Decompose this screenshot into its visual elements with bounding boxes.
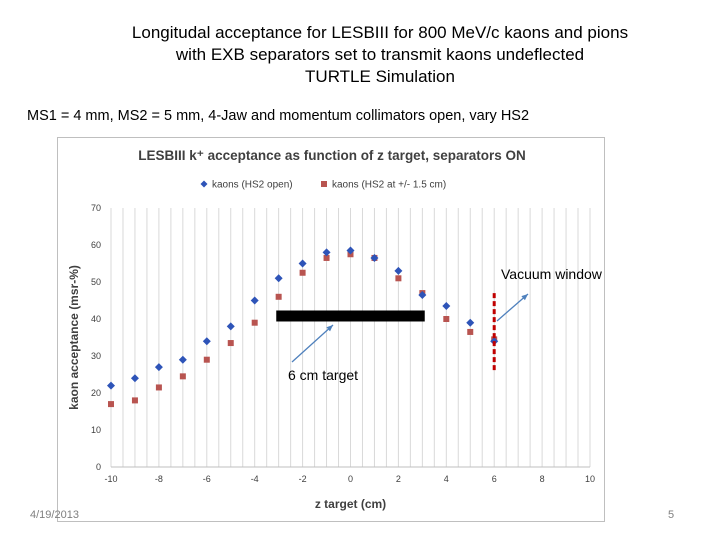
data-point-hs2-open [370, 253, 379, 262]
x-tick-label: -8 [155, 474, 163, 484]
slide-title: Longitudal acceptance for LESBIII for 80… [100, 22, 660, 88]
target-arrow [291, 324, 334, 363]
data-point-hs2-1-5cm [155, 384, 162, 391]
data-point-hs2-1-5cm [395, 275, 402, 282]
footer-page-number: 5 [668, 509, 675, 521]
legend-marker-square [321, 181, 327, 187]
data-point-hs2-1-5cm [179, 373, 186, 380]
chart-title: LESBIII k⁺ acceptance as function of z t… [138, 148, 525, 163]
data-point-hs2-open [154, 363, 163, 372]
data-point-hs2-open [394, 266, 403, 275]
y-tick-label: 50 [91, 277, 101, 287]
x-tick-label: 4 [444, 474, 449, 484]
data-point-hs2-1-5cm [203, 356, 210, 363]
data-point-hs2-open [107, 381, 115, 390]
data-point-hs2-open [250, 296, 259, 305]
data-point-hs2-open [298, 259, 307, 268]
data-point-hs2-1-5cm [275, 293, 282, 300]
y-tick-label: 40 [91, 314, 101, 324]
data-point-hs2-1-5cm [323, 254, 330, 261]
data-point-hs2-open [226, 322, 235, 331]
data-point-hs2-open [202, 337, 211, 346]
x-tick-label: -10 [104, 474, 117, 484]
y-tick-label: 30 [91, 351, 101, 361]
chart-container: LESBIII k⁺ acceptance as function of z t… [57, 137, 605, 522]
vacuum-window-arrow-head [521, 294, 528, 301]
legend-marker-diamond [200, 180, 208, 188]
vacuum-window-arrow [496, 293, 529, 322]
vacuum-window-annotation: Vacuum window [501, 266, 603, 282]
target-arrow-head [326, 325, 333, 332]
x-tick-label: 0 [348, 474, 353, 484]
chart-svg: LESBIII k⁺ acceptance as function of z t… [67, 148, 603, 511]
data-point-hs2-1-5cm [227, 340, 234, 347]
y-tick-label: 60 [91, 240, 101, 250]
target-annotation: 6 cm target [288, 367, 358, 383]
data-point-hs2-open [274, 274, 283, 283]
target-bar [276, 310, 425, 322]
y-tick-label: 10 [91, 425, 101, 435]
data-point-hs2-1-5cm [251, 319, 258, 326]
slide-title-line-2: with EXB separators set to transmit kaon… [175, 45, 585, 64]
slide-subtitle: MS1 = 4 mm, MS2 = 5 mm, 4-Jaw and moment… [27, 108, 530, 124]
data-point-hs2-open [178, 355, 187, 364]
data-point-hs2-1-5cm [443, 316, 450, 322]
x-tick-label: 2 [396, 474, 401, 484]
slide-title-line-3: TURTLE Simulation [305, 67, 455, 86]
legend-label: kaons (HS2 at +/- 1.5 cm) [332, 180, 446, 191]
y-axis-label: kaon acceptance (msr-%) [67, 265, 81, 410]
data-point-hs2-open [418, 290, 427, 299]
y-tick-label: 70 [91, 203, 101, 213]
slide-title-line-1: Longitudal acceptance for LESBIII for 80… [131, 23, 629, 42]
y-tick-label: 0 [96, 462, 101, 472]
x-tick-label: 6 [492, 474, 497, 484]
x-tick-label: -4 [251, 474, 259, 484]
data-point-hs2-open [442, 302, 451, 311]
data-point-hs2-open [346, 246, 355, 255]
data-point-hs2-1-5cm [299, 269, 306, 276]
y-tick-label: 20 [91, 388, 101, 398]
data-point-hs2-1-5cm [108, 401, 114, 408]
data-point-hs2-open [322, 248, 331, 257]
x-tick-label: -6 [203, 474, 211, 484]
footer-date: 4/19/2013 [30, 509, 79, 521]
x-tick-label: 8 [540, 474, 545, 484]
data-point-hs2-open [466, 318, 475, 327]
data-point-hs2-1-5cm [131, 397, 138, 404]
data-point-hs2-1-5cm [467, 328, 474, 335]
data-point-hs2-open [130, 374, 139, 383]
x-axis-label: z target (cm) [315, 497, 386, 511]
x-tick-label: 10 [585, 474, 595, 484]
legend-label: kaons (HS2 open) [212, 180, 293, 191]
x-tick-label: -2 [299, 474, 307, 484]
